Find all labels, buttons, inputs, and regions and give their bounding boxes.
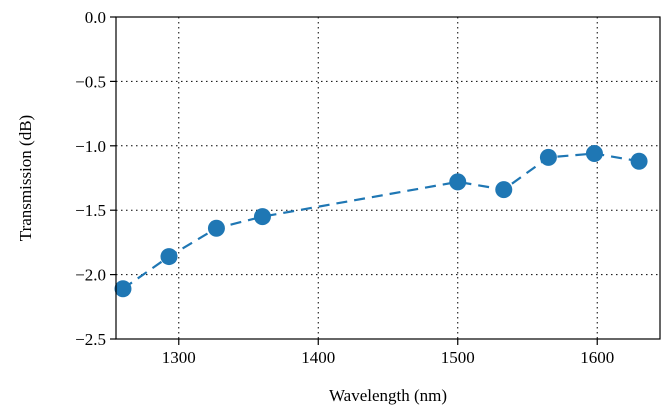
- data-point: [539, 148, 557, 166]
- grid: [116, 17, 660, 339]
- y-tick-label: −2.0: [75, 266, 106, 285]
- data-point: [160, 248, 178, 266]
- y-tick-label: −2.5: [75, 330, 106, 349]
- data-point: [114, 280, 132, 298]
- data-point: [630, 152, 648, 170]
- series-line: [122, 152, 640, 290]
- data-point: [253, 208, 271, 226]
- x-tick-label: 1300: [162, 348, 196, 367]
- y-tick-label: −1.0: [75, 137, 106, 156]
- data-point: [495, 181, 513, 199]
- y-tick-label: 0.0: [85, 8, 106, 27]
- y-tick-label: −1.5: [75, 201, 106, 220]
- x-tick-label: 1600: [580, 348, 614, 367]
- series-layer: [114, 145, 648, 298]
- ticks: 1300 1400 1500 1600 0.0 −0.5 −1.0 −1.5 −2.0 −2.5: [75, 8, 614, 367]
- plot-frame: [115, 16, 661, 340]
- x-axis-label: Wavelength (nm): [329, 386, 447, 405]
- x-tick-label: 1500: [441, 348, 475, 367]
- y-tick-label: −0.5: [75, 72, 106, 91]
- y-axis-label: Transmission (dB): [16, 115, 35, 241]
- data-point: [585, 145, 603, 163]
- data-point: [207, 219, 225, 237]
- data-point: [449, 173, 467, 191]
- x-tick-label: 1400: [301, 348, 335, 367]
